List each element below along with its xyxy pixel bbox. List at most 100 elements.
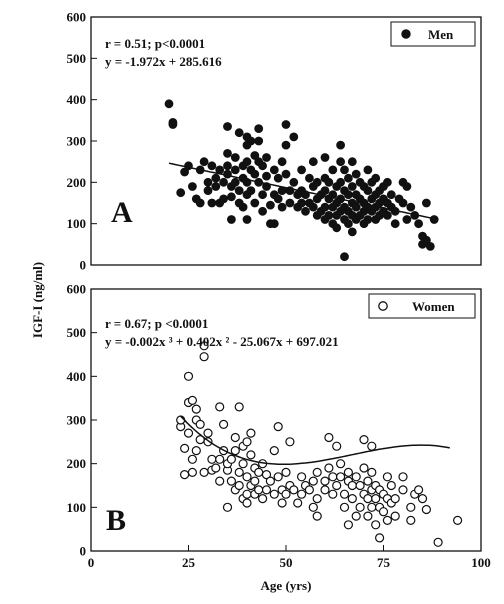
x-tick-label: 75: [377, 555, 391, 570]
data-point: [207, 161, 217, 171]
data-point: [273, 422, 283, 432]
data-point: [386, 190, 396, 200]
panel-a: 0 100 200 300 400 500 600 r = 0.51; p<0.0001 y…: [67, 10, 482, 273]
data-point: [211, 173, 221, 183]
data-point: [398, 472, 408, 482]
data-point: [297, 165, 307, 175]
x-tick-labels: 0 25 50 75 100: [88, 545, 491, 570]
equation-annotation: y = -1.972x + 285.616: [105, 54, 222, 69]
equation-annotation: y = -0.002x ³ + 0.402x ² - 25.067x + 697…: [105, 334, 339, 349]
data-point: [347, 157, 357, 167]
data-point: [234, 467, 244, 477]
legend-marker: [401, 29, 411, 39]
data-point: [386, 480, 396, 491]
data-point: [254, 467, 264, 477]
data-point: [180, 470, 190, 480]
data-point: [191, 404, 201, 414]
data-point: [336, 157, 346, 167]
data-point: [382, 472, 392, 482]
data-point: [187, 182, 197, 191]
data-point: [180, 443, 190, 453]
data-point: [343, 520, 353, 530]
regression-curve: [180, 415, 450, 466]
data-point: [230, 177, 240, 187]
data-point: [273, 194, 283, 204]
data-point: [351, 169, 361, 179]
data-point: [332, 441, 342, 451]
data-point: [324, 210, 334, 220]
data-point: [371, 173, 381, 183]
data-point: [195, 419, 205, 429]
data-point: [226, 476, 236, 486]
x-tick-label: 25: [182, 555, 196, 570]
data-point: [324, 432, 334, 443]
data-point: [332, 480, 342, 491]
data-point: [262, 171, 271, 181]
data-point: [308, 202, 318, 212]
data-point: [425, 241, 435, 251]
data-point: [223, 148, 232, 158]
legend: Men: [390, 21, 476, 47]
data-point: [246, 136, 256, 146]
data-point: [242, 215, 252, 224]
data-point: [168, 120, 178, 129]
data-point: [226, 454, 236, 464]
data-point: [312, 177, 322, 187]
data-point: [234, 128, 244, 138]
data-point: [324, 177, 334, 187]
data-point: [453, 515, 463, 526]
data-point: [429, 215, 439, 224]
data-point: [414, 485, 424, 495]
data-point: [215, 454, 225, 464]
x-axis-label: Age (yrs): [261, 578, 312, 593]
data-point: [367, 502, 377, 512]
data-point: [351, 511, 361, 521]
data-point: [289, 132, 299, 142]
y-tick-label: 600: [67, 282, 87, 297]
x-tick-label: 50: [280, 555, 293, 570]
data-point: [265, 476, 275, 486]
data-point: [164, 99, 174, 109]
data-point: [223, 122, 232, 131]
stats-annotation: r = 0.67; p <0.0001: [105, 316, 208, 331]
data-point: [219, 177, 229, 187]
y-tick-labels: 0 100 200 300 400 500 600: [67, 10, 97, 273]
data-point: [254, 136, 264, 146]
data-point: [187, 454, 197, 464]
data-point: [367, 467, 377, 477]
data-point: [406, 502, 416, 512]
data-point: [355, 480, 365, 491]
data-point: [285, 437, 295, 447]
data-point: [215, 402, 225, 412]
data-point: [340, 252, 349, 262]
data-point: [273, 472, 283, 482]
data-point: [187, 395, 197, 405]
data-point: [371, 520, 381, 530]
data-point: [351, 202, 361, 212]
data-point: [343, 173, 353, 183]
data-point: [324, 463, 334, 473]
data-point: [304, 485, 314, 495]
data-point: [269, 219, 279, 229]
data-point: [363, 186, 373, 196]
data-point: [414, 219, 424, 229]
data-point: [398, 485, 408, 495]
data-point: [230, 446, 240, 456]
data-point: [297, 198, 307, 208]
data-point: [343, 219, 353, 229]
data-point: [398, 198, 408, 208]
data-point: [281, 140, 291, 150]
y-tick-label: 100: [67, 500, 87, 515]
data-point: [371, 494, 381, 504]
data-point: [219, 194, 229, 204]
data-point: [297, 489, 307, 499]
data-point: [246, 186, 256, 196]
data-point: [242, 472, 252, 482]
data-point: [277, 157, 287, 167]
data-point: [320, 476, 330, 486]
data-point: [336, 140, 346, 150]
y-tick-label: 500: [67, 325, 87, 340]
data-point: [312, 511, 322, 521]
y-tick-label: 100: [67, 216, 87, 231]
y-tick-label: 200: [67, 456, 87, 471]
